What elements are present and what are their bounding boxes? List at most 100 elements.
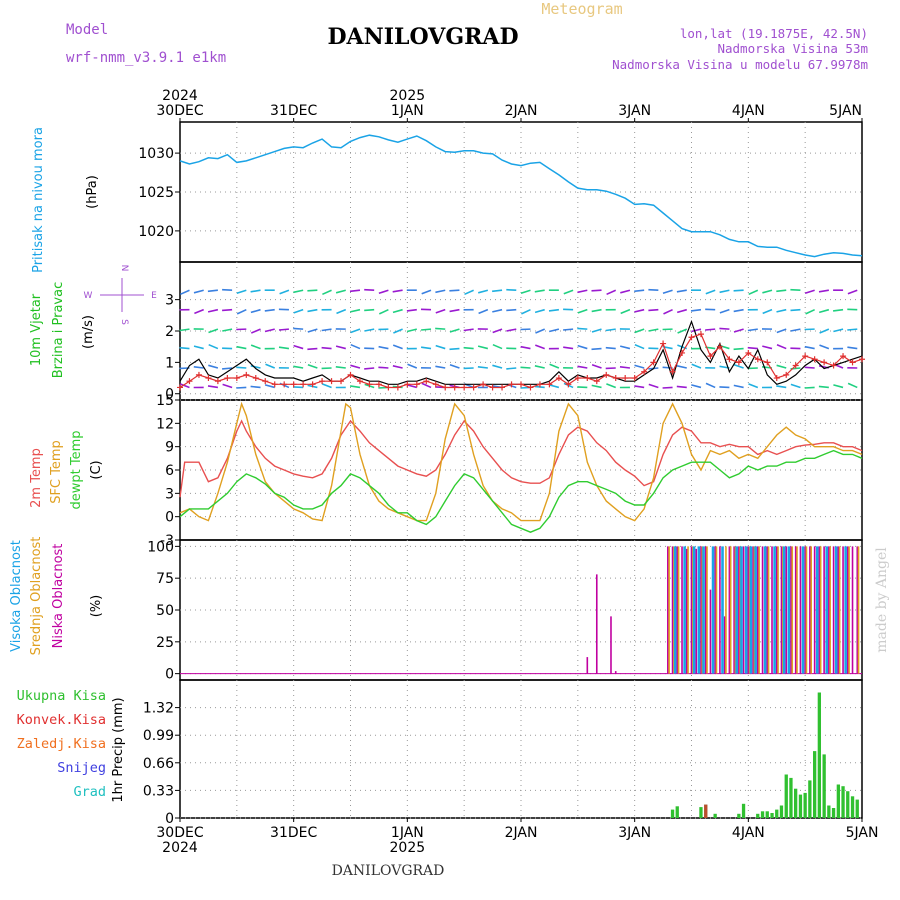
wind-barb (364, 308, 375, 312)
wind-barb (477, 345, 489, 350)
gust-marker (366, 381, 373, 388)
wind-barb (293, 327, 304, 330)
wind-barb (207, 308, 219, 313)
cloudiness-ytick-label: 100 (147, 539, 174, 555)
gust-marker (186, 378, 193, 385)
bar-total_precip (836, 784, 840, 818)
wind-barb (250, 328, 261, 334)
wind-barb (406, 384, 418, 389)
wind-barb (335, 289, 346, 294)
wind-barb (435, 344, 446, 350)
gust-marker (735, 359, 742, 366)
wind-barb (406, 308, 417, 312)
wind-barb (207, 385, 219, 389)
wind-barb (548, 384, 560, 389)
wind-barb (747, 346, 758, 350)
series-temp2m (179, 419, 863, 498)
wind-barb (236, 345, 247, 350)
wind-barb (492, 343, 503, 350)
gust-marker (536, 381, 543, 388)
gust-marker (356, 378, 363, 385)
gust-marker (859, 356, 865, 363)
gust-marker (811, 356, 818, 363)
wind-barb (634, 328, 645, 334)
wind-barb (762, 289, 773, 294)
bar-total_precip (770, 813, 774, 818)
wind-barb (634, 308, 645, 313)
wind-barb (492, 364, 503, 369)
gust-marker (688, 334, 695, 341)
cloud-ylabel-2: Niska Oblacnost (51, 544, 66, 649)
wind-barb (478, 308, 489, 315)
wind-barb (307, 289, 318, 292)
pressure-ytick-label: 1030 (138, 146, 174, 162)
wind-barb (179, 346, 190, 350)
precip-legend-item: Zaledj.Kisa (17, 736, 106, 752)
wind-barb (776, 343, 787, 350)
wind-barb (549, 363, 560, 369)
dir-west: W (84, 291, 93, 301)
wind-barb (705, 382, 716, 389)
bottom-xtick-label: 2JAN (505, 825, 538, 841)
bar-total_precip (765, 811, 769, 818)
gust-marker (461, 384, 468, 391)
wind-ylabel-2: (m/s) (81, 315, 96, 349)
wind-barb (676, 365, 687, 369)
wind-barb (719, 386, 730, 389)
bar-total_precip (808, 780, 812, 818)
wind-barb (762, 345, 773, 350)
wind-barb (691, 328, 702, 333)
wind-barb (350, 364, 361, 369)
wind-barb (591, 364, 602, 369)
gust-marker (679, 349, 686, 356)
model-label: Model (66, 22, 108, 38)
wind-barb (776, 289, 787, 293)
wind-barb (321, 346, 332, 350)
bar-total_precip (817, 692, 821, 818)
wind-barb (492, 289, 503, 293)
bar-total_precip (789, 777, 793, 818)
wind-barb (506, 308, 517, 312)
wind-barb (548, 308, 559, 312)
wind-barb (619, 366, 631, 369)
wind-barb (663, 308, 673, 315)
wind-barb (748, 383, 759, 389)
wind-barb (606, 383, 617, 389)
gust-marker (423, 378, 430, 385)
gust-marker (233, 375, 240, 382)
wind-barb (563, 289, 574, 295)
wind-barb (264, 328, 275, 333)
gust-marker (716, 343, 723, 350)
gust-marker (641, 368, 648, 375)
temp-ylabel-3: (C) (89, 460, 104, 479)
wind-barb (265, 363, 276, 369)
series-sfc_temp (179, 401, 863, 522)
wind-barb (179, 328, 190, 332)
gust-marker (489, 384, 496, 391)
gust-marker (432, 381, 439, 388)
gust-marker (754, 356, 761, 363)
wind-barb (350, 343, 361, 350)
wind-barb (435, 365, 446, 369)
wind-barb (307, 347, 318, 351)
wind-barb (620, 345, 631, 350)
bottom-xtick-label: 4JAN (732, 825, 765, 841)
wind-barb (349, 385, 361, 389)
wind-barb (506, 288, 517, 292)
wind-barb (293, 344, 304, 350)
gust-marker (622, 375, 629, 382)
wind-barb (819, 344, 830, 350)
wind-barb (222, 308, 233, 312)
wind-barb (705, 289, 716, 295)
wind-barb (719, 327, 730, 330)
wind-barb (307, 308, 318, 313)
bar-total_precip (784, 774, 788, 818)
wind-barb (449, 347, 460, 351)
gust-marker (745, 349, 752, 356)
gust-marker (404, 381, 411, 388)
wind-barb (378, 308, 389, 315)
wind-barb (293, 308, 304, 314)
bottom-year-label: 2025 (390, 840, 426, 856)
